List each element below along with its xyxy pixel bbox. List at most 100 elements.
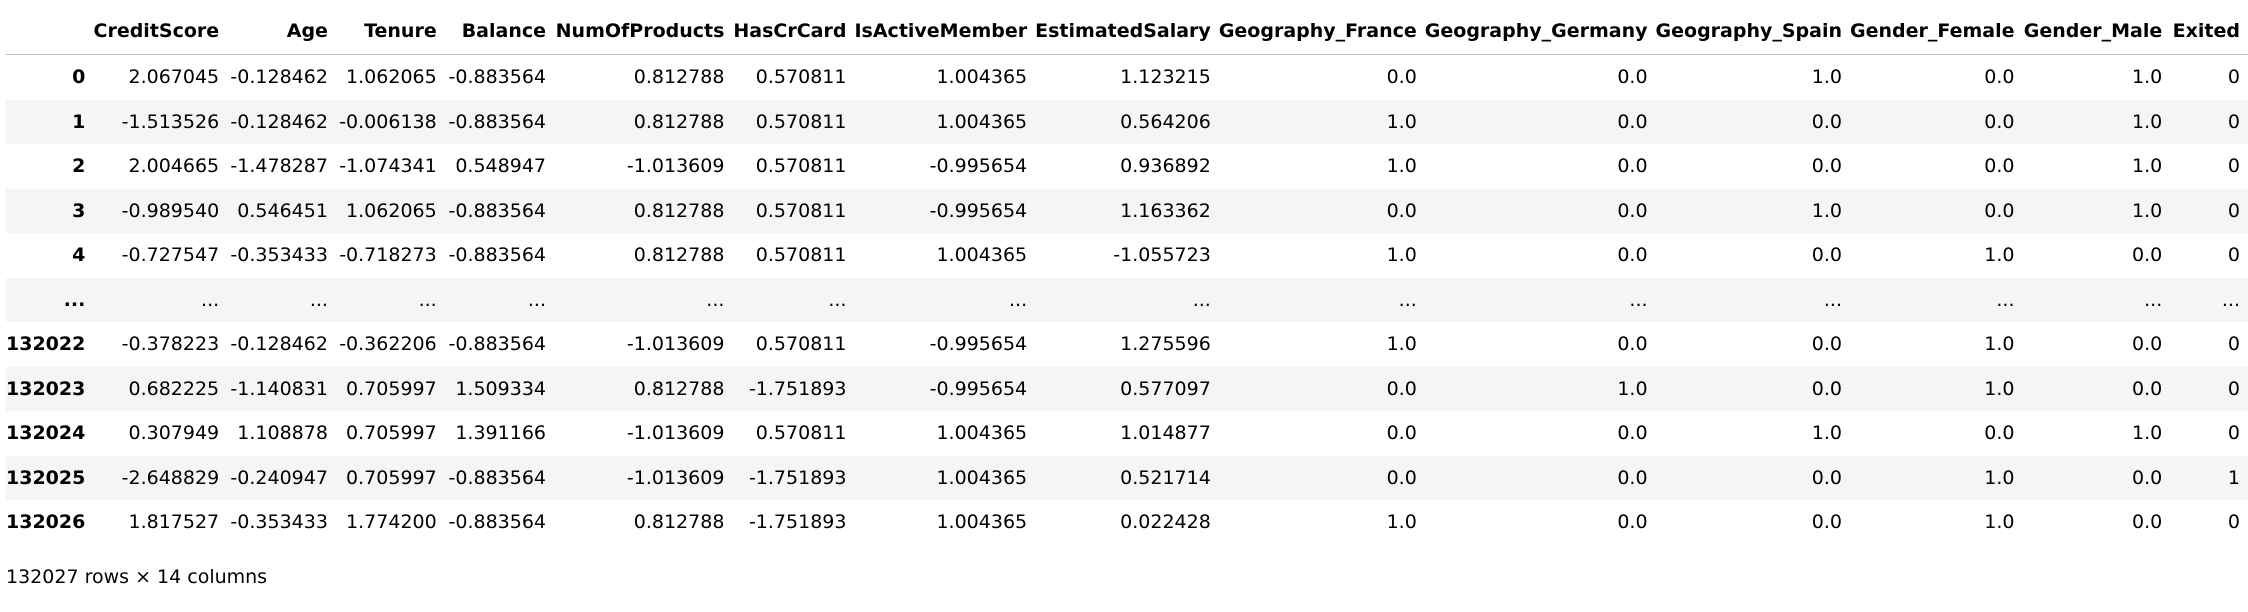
cell: 0.570811	[755, 422, 847, 445]
cell: 0.570811	[755, 244, 847, 267]
cell: -2.648829	[121, 466, 220, 489]
cell: -0.995654	[929, 377, 1028, 400]
cell: 0.0	[1386, 466, 1417, 489]
table-row: 1 -1.513526 -0.128462 -0.006138 -0.883564 0.8…	[6, 99, 2248, 144]
header-row: CreditScore Age Tenure Balance NumOfProducts…	[6, 8, 2248, 55]
cell: 0.0	[1617, 66, 1648, 89]
cell: 1.108878	[237, 422, 328, 445]
cell: 1.0	[2132, 66, 2163, 89]
cell: -1.013609	[626, 422, 725, 445]
column-header: Geography_France	[1218, 8, 1425, 55]
cell: 1.0	[2132, 110, 2163, 133]
cell: 1.062065	[346, 66, 437, 89]
cell: 1.0	[1811, 66, 1843, 89]
cell: 0.812788	[633, 244, 725, 267]
cell: -0.883564	[448, 466, 547, 489]
cell: ...	[1009, 288, 1028, 311]
cell: 0.0	[1386, 422, 1417, 445]
cell: -1.055723	[1113, 244, 1211, 267]
cell: -0.989540	[121, 199, 220, 222]
cell: 0.936892	[1120, 155, 1211, 178]
cell: 0.0	[1386, 66, 1417, 89]
table: CreditScore Age Tenure Balance NumOfProducts…	[6, 8, 2248, 545]
cell: ...	[1996, 288, 2015, 311]
cell: 1.0	[1386, 244, 1417, 267]
cell: -1.751893	[748, 377, 847, 400]
cell: -1.478287	[230, 155, 328, 178]
cell: 0.0	[1811, 110, 1843, 133]
cell: -0.883564	[448, 110, 547, 133]
cell: 1.509334	[455, 377, 547, 400]
table-row: 132026 1.817527 -0.353433 1.774200 -0.883564…	[6, 500, 2248, 545]
cell: 0.0	[1984, 199, 2015, 222]
shape-info: 132027 rows × 14 columns	[6, 566, 268, 588]
cell: ...	[828, 288, 847, 311]
cell: 1.163362	[1120, 199, 1211, 222]
cell: -1.751893	[748, 511, 847, 534]
cell: -0.995654	[929, 333, 1028, 356]
row-index: ...	[63, 288, 86, 311]
cell: 1.0	[2132, 155, 2163, 178]
cell: 0	[2227, 422, 2240, 445]
cell: -0.883564	[448, 511, 547, 534]
cell: 1.0	[1984, 511, 2015, 534]
cell: ...	[706, 288, 725, 311]
row-index: 132022	[6, 333, 86, 356]
cell: 0.0	[1811, 244, 1843, 267]
cell: 0.0	[2132, 333, 2163, 356]
row-index: 2	[72, 155, 86, 178]
column-header: EstimatedSalary	[1035, 8, 1219, 55]
cell: 0.682225	[128, 377, 220, 400]
cell: 0.812788	[633, 110, 725, 133]
table-row: 132023 0.682225 -1.140831 0.705997 1.509334 0…	[6, 366, 2248, 411]
cell: 1.275596	[1120, 333, 1211, 356]
table-row: 132025 -2.648829 -0.240947 0.705997 -0.88356…	[6, 455, 2248, 500]
cell: -0.378223	[121, 333, 220, 356]
cell: ...	[527, 288, 547, 311]
cell: 0.307949	[128, 422, 220, 445]
cell: 0	[2227, 199, 2240, 222]
cell: 1.0	[1984, 377, 2015, 400]
cell: 0.0	[1386, 377, 1417, 400]
cell: 0.0	[1984, 155, 2015, 178]
cell: 1.0	[1386, 110, 1417, 133]
cell: 1.004365	[936, 66, 1028, 89]
cell: 0.570811	[755, 110, 847, 133]
cell: 1.391166	[455, 422, 547, 445]
cell: -0.883564	[448, 199, 547, 222]
cell: 0.570811	[755, 155, 847, 178]
row-index: 1	[72, 110, 86, 133]
cell: -1.013609	[626, 155, 725, 178]
column-header: HasCrCard	[732, 8, 855, 55]
column-header: Tenure	[335, 8, 445, 55]
cell: 0.0	[2132, 466, 2163, 489]
cell: 0	[2227, 511, 2240, 534]
cell: -0.362206	[339, 333, 437, 356]
column-header: Exited	[2170, 8, 2248, 55]
table-row: 3 -0.989540 0.546451 1.062065 -0.883564 0.812…	[6, 188, 2248, 233]
column-header: Geography_Germany	[1424, 8, 1656, 55]
cell: 1.0	[2132, 199, 2163, 222]
cell: 1.774200	[346, 511, 437, 534]
cell: 0.546451	[237, 199, 328, 222]
cell: 0	[2227, 155, 2240, 178]
row-index: 3	[72, 199, 86, 222]
column-header: CreditScore	[93, 8, 228, 55]
cell: 1.062065	[346, 199, 437, 222]
cell: -0.353433	[230, 244, 328, 267]
cell: ...	[2144, 288, 2163, 311]
cell: -1.751893	[748, 466, 847, 489]
cell: -1.013609	[626, 466, 725, 489]
row-index: 0	[72, 66, 86, 89]
cell: -0.718273	[339, 244, 437, 267]
row-index: 132023	[6, 377, 86, 400]
cell: 0.812788	[633, 377, 725, 400]
cell: 0.0	[2132, 511, 2163, 534]
row-index: 132025	[6, 466, 86, 489]
cell: ...	[1398, 288, 1417, 311]
cell: 0	[2227, 244, 2240, 267]
cell: -0.883564	[448, 66, 547, 89]
cell: ...	[2221, 288, 2240, 311]
cell: 0.0	[1617, 110, 1648, 133]
cell: 1.004365	[936, 511, 1028, 534]
